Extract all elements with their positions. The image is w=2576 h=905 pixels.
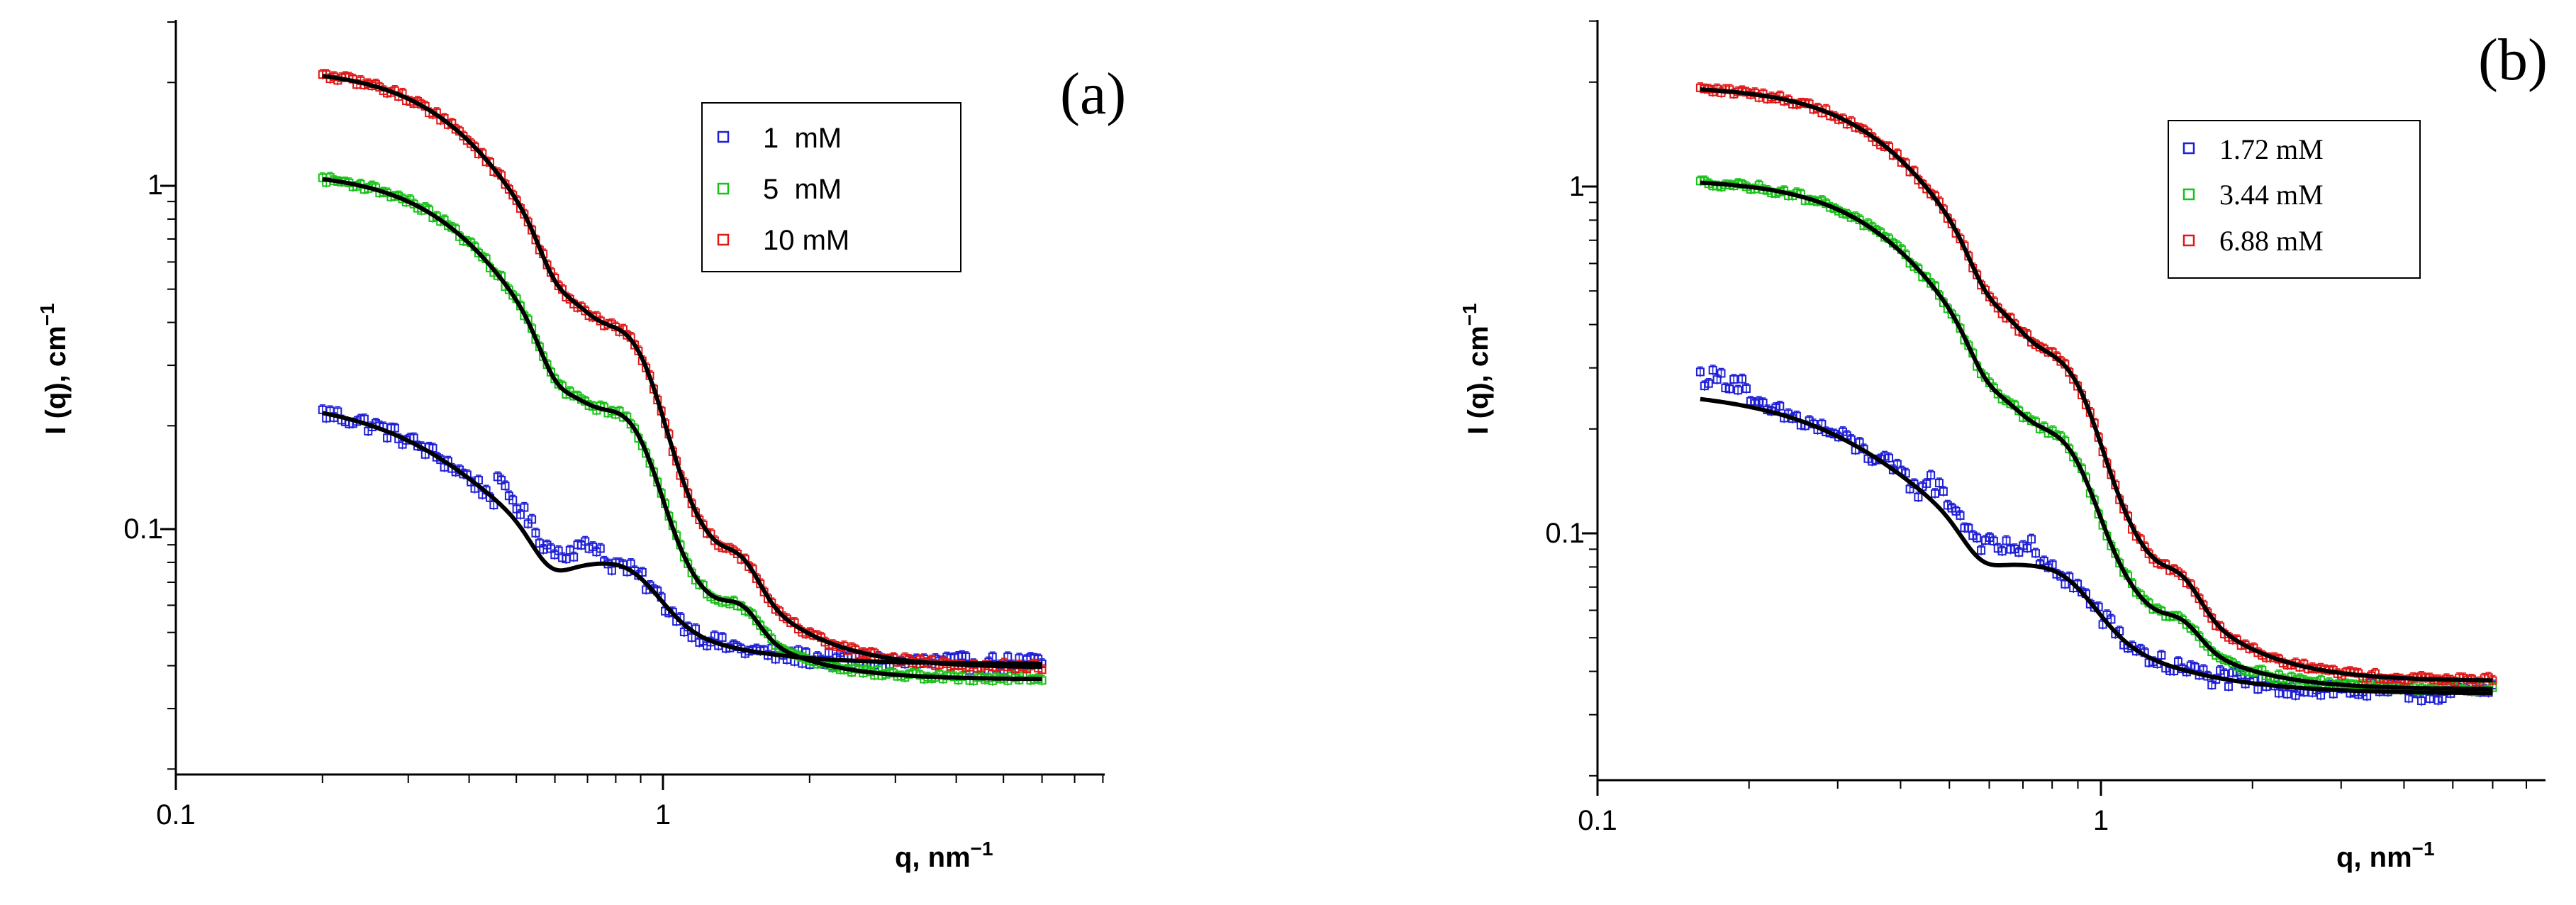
plot-area [1695, 82, 2497, 706]
legend-marker-1mM [717, 131, 730, 143]
data-point [1939, 487, 1948, 496]
data-point [961, 652, 971, 661]
legend-label-1mM: 1 mM [763, 123, 842, 154]
axis-ticks [1582, 20, 2528, 796]
fit-curve [322, 411, 1042, 666]
data-point [508, 496, 518, 505]
series-points [1695, 365, 2497, 706]
panel-label-b: (b) [2478, 27, 2548, 93]
data-point [1934, 479, 1944, 488]
legend-marker-10mM [717, 233, 730, 246]
data-point [988, 653, 997, 662]
data-point [1973, 533, 1982, 543]
legend: 1 mM 5 mM 10 mM [701, 102, 961, 272]
legend-marker-3.44mM [2182, 188, 2195, 201]
data-point [390, 423, 399, 433]
data-point [1734, 386, 1743, 395]
fit-curve [1700, 180, 2493, 692]
panel-label-a: (a) [1060, 61, 1126, 127]
panel-b: 0.1 1 0.1 1 q, nm−1 I (q), cm−1 (b) 1.72… [1459, 20, 2548, 873]
legend-label-3.44mM: 3.44 mM [2219, 179, 2324, 211]
fit-curve [322, 74, 1042, 670]
fit-curve [322, 177, 1042, 682]
y-tick-label-1: 1 [1569, 171, 1585, 202]
data-point [528, 515, 537, 524]
data-point [687, 633, 696, 642]
data-point [520, 503, 529, 512]
data-point [1695, 367, 1705, 377]
data-point [1729, 374, 1739, 384]
fit-curve [1700, 396, 2493, 696]
y-tick-label-1: 1 [147, 170, 163, 201]
legend-label-10mM: 10 mM [763, 225, 849, 256]
data-point [1997, 547, 2007, 556]
y-axis-title: I (q), cm−1 [1459, 303, 1494, 434]
data-point [1914, 493, 1923, 502]
data-point [2023, 543, 2032, 553]
fit-curve [1700, 87, 2493, 683]
x-axis-title: q, nm−1 [895, 838, 993, 873]
legend-label-6.88mM: 6.88 mM [2219, 225, 2324, 257]
data-point [2157, 650, 2166, 660]
panel-a: 0.1 1 0.1 1 q, nm−1 I (q), cm−1 (a) 1 mM… [36, 20, 1126, 873]
legend-marker-1.72mM [2182, 142, 2195, 155]
y-axis-title: I (q), cm−1 [36, 303, 72, 434]
data-point [2031, 549, 2040, 558]
data-point [1704, 379, 1713, 388]
legend-marker-6.88mM [2182, 234, 2195, 247]
data-point [718, 633, 727, 642]
data-point [596, 544, 605, 553]
data-point [383, 433, 392, 443]
data-point [1931, 489, 1940, 498]
legend-box [2168, 120, 2421, 279]
x-tick-label-0.1: 0.1 [1578, 805, 1617, 836]
data-point [1741, 384, 1751, 394]
data-point [1717, 369, 1726, 378]
legend: 1.72 mM 3.44 mM 6.88 mM [2168, 120, 2421, 279]
data-point [2002, 536, 2011, 545]
data-point [1885, 453, 1894, 462]
data-point [1708, 365, 1717, 374]
data-point [1738, 374, 1747, 384]
x-tick-label-1: 1 [2093, 805, 2109, 836]
data-point [1725, 384, 1734, 394]
data-point [531, 528, 540, 538]
data-point [2224, 682, 2233, 691]
x-axis-title: q, nm−1 [2336, 838, 2435, 873]
x-tick-label-1: 1 [655, 799, 671, 831]
data-point [1927, 471, 1936, 480]
data-point [501, 482, 510, 491]
data-point [2416, 696, 2426, 706]
legend-label-5mM: 5 mM [763, 174, 842, 205]
legend-label-1.72mM: 1.72 mM [2219, 133, 2324, 165]
data-point [489, 501, 498, 510]
data-point [569, 553, 579, 562]
data-point [2027, 535, 2036, 544]
data-point [1922, 479, 1931, 488]
plot-area [318, 69, 1047, 686]
data-point [2107, 615, 2116, 624]
data-point [1977, 546, 1986, 555]
x-tick-label-0.1: 0.1 [156, 799, 196, 831]
legend-box [701, 102, 961, 272]
y-tick-label-0.1: 0.1 [1545, 518, 1585, 549]
data-point [637, 567, 647, 577]
axis-ticks [160, 21, 1104, 790]
data-point [1956, 511, 1965, 520]
data-point [1775, 401, 1785, 411]
y-tick-label-0.1: 0.1 [123, 513, 163, 545]
legend-marker-5mM [717, 182, 730, 195]
